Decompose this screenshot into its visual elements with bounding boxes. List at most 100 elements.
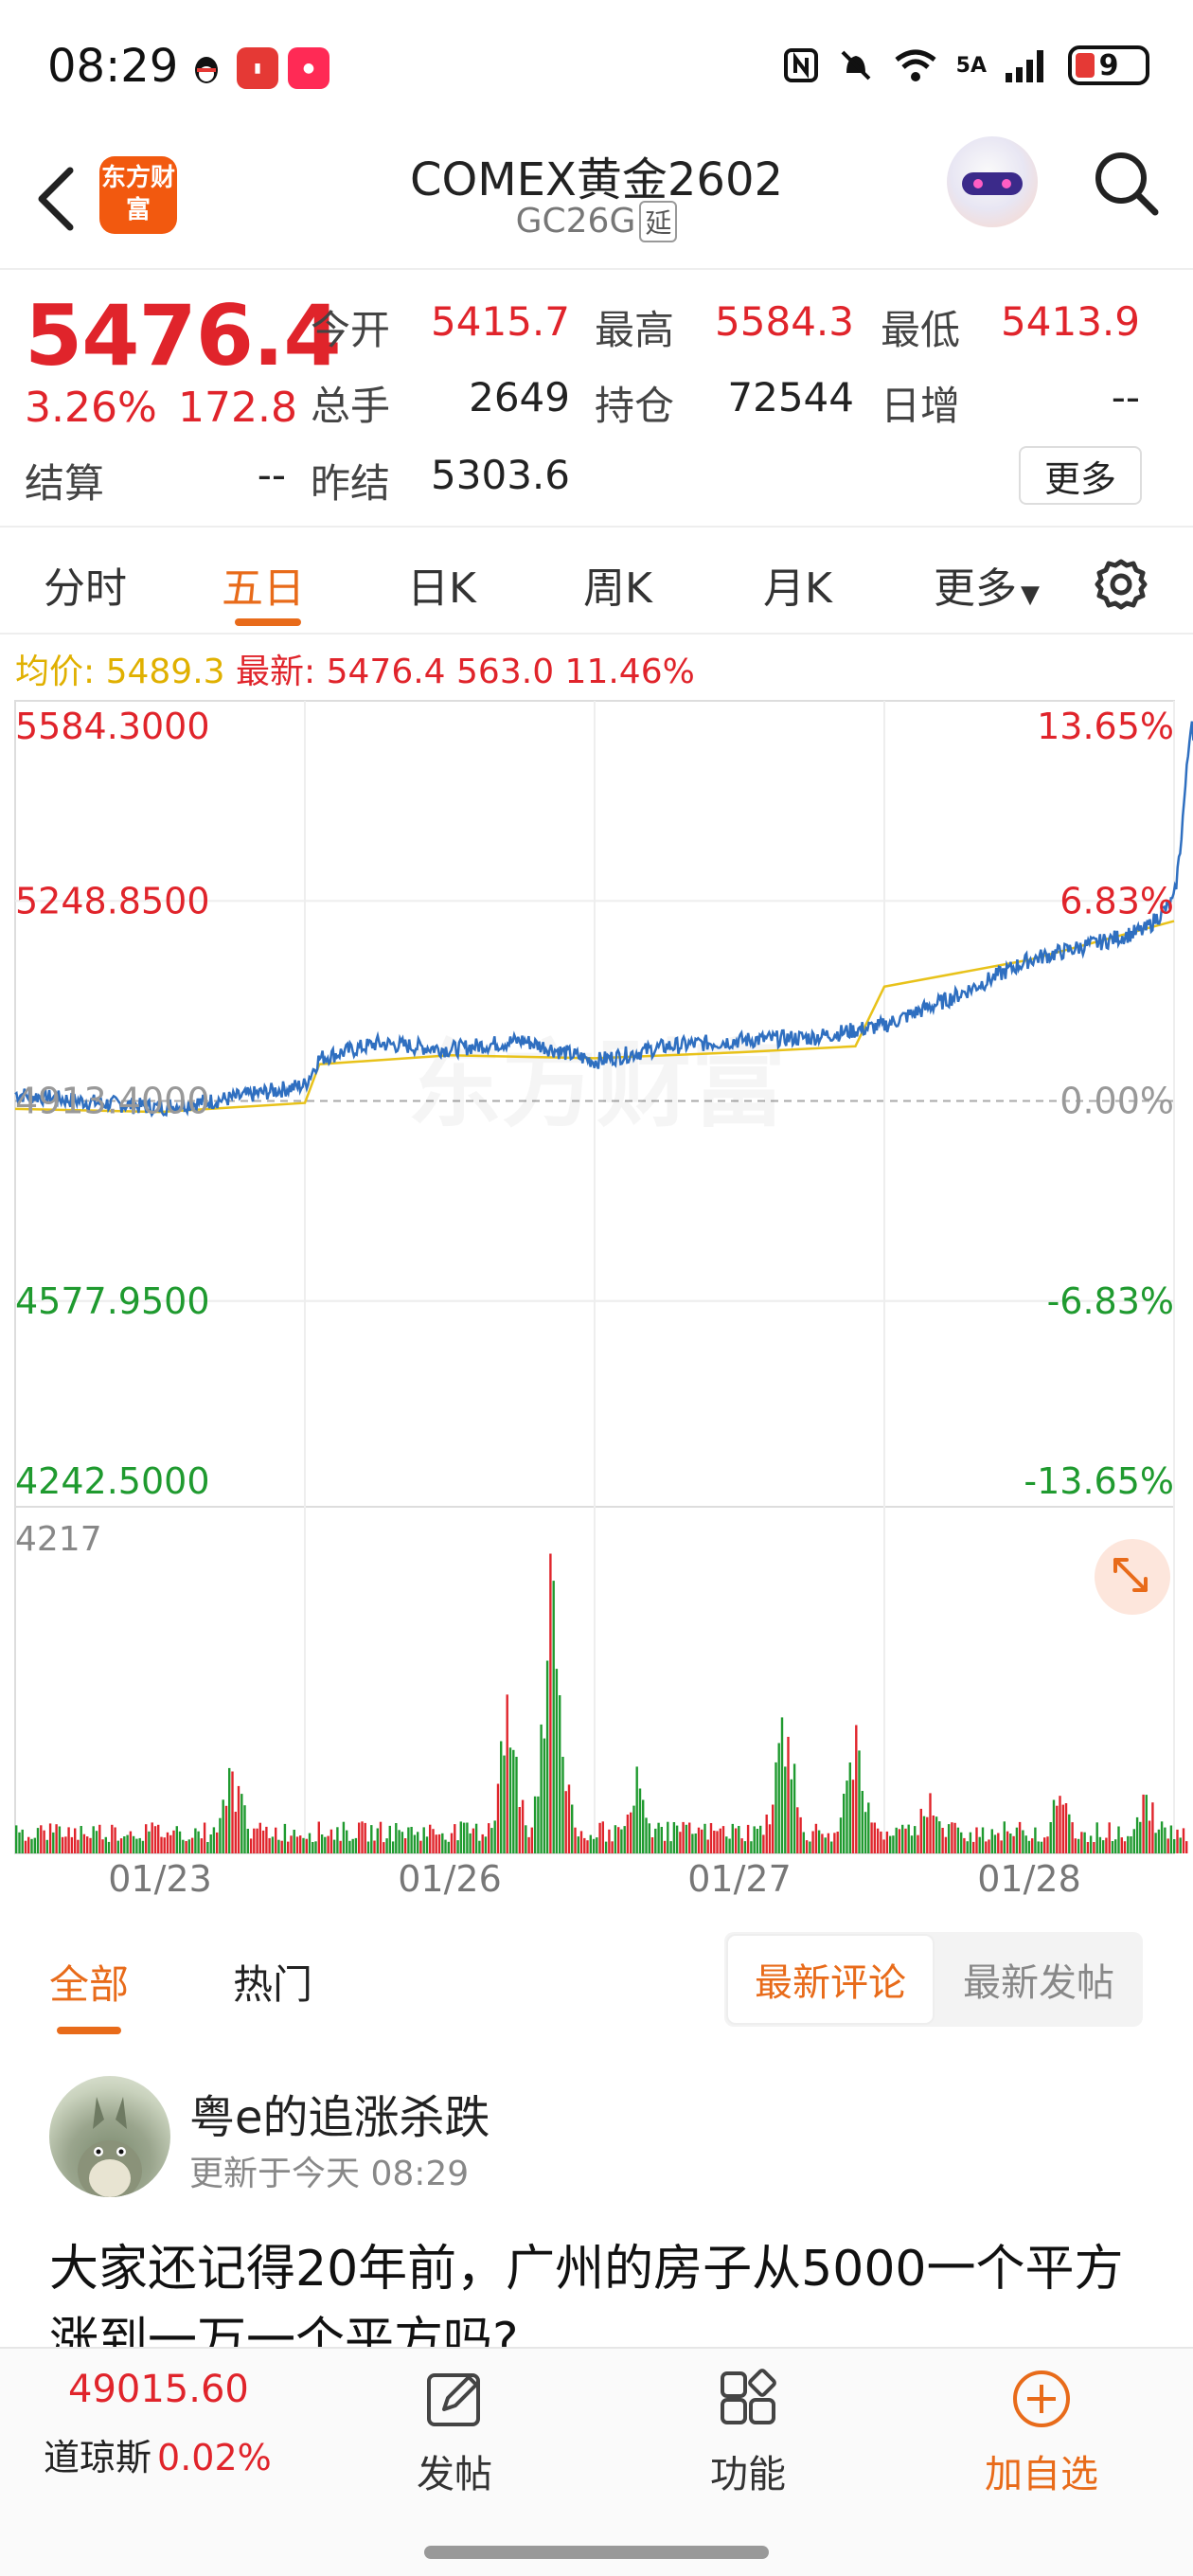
volume-bar [552, 1581, 555, 1853]
volume-bar [478, 1840, 481, 1853]
volume-bar [366, 1841, 370, 1853]
volume-bar [459, 1821, 462, 1853]
volume-bar [728, 1838, 731, 1853]
post-text[interactable]: 大家还记得20年前，广州的房子从5000一个平方涨到一万一个平方吗? [49, 2241, 1124, 2347]
volume-bar [484, 1836, 488, 1853]
sort-latest-post[interactable]: 最新发帖 [963, 1961, 1114, 2005]
volume-bar [972, 1841, 975, 1853]
volume-bar [95, 1831, 98, 1853]
volume-bar [27, 1836, 30, 1853]
page-title: COMEX黄金2602 [409, 153, 784, 206]
volume-bar [1031, 1838, 1034, 1853]
expand-chart-button[interactable] [1095, 1539, 1170, 1615]
nfc-icon [783, 48, 818, 82]
add-watchlist-button[interactable]: 加自选 [947, 2366, 1136, 2498]
volume-bar [116, 1840, 119, 1853]
post-author[interactable]: 粤e的追涨杀跌 [189, 2091, 490, 2144]
volume-bar [1093, 1842, 1095, 1853]
volume-bar [650, 1837, 654, 1853]
volume-bar [846, 1780, 848, 1853]
volume-bar [867, 1802, 870, 1853]
volume-bar [688, 1822, 691, 1853]
volume-bar [441, 1833, 444, 1853]
tab-daily-k[interactable]: 日K [407, 564, 476, 613]
volume-bar [275, 1827, 277, 1853]
volume-bar [33, 1837, 36, 1853]
volume-bar [277, 1839, 280, 1853]
tab-monthly-k[interactable]: 月K [763, 564, 832, 613]
tab-weekly-k[interactable]: 周K [583, 564, 652, 613]
tab-hot[interactable]: 热门 [233, 1961, 313, 2008]
volume-bar [809, 1841, 811, 1853]
volume-bar [354, 1837, 358, 1853]
back-button[interactable] [28, 161, 85, 237]
volume-bar [64, 1836, 67, 1853]
post-button[interactable]: 发帖 [360, 2366, 549, 2498]
volume-bar [1024, 1835, 1027, 1853]
grid-icon [721, 2369, 776, 2424]
volume-bar [500, 1741, 503, 1853]
volume-bar [203, 1822, 206, 1853]
volume-bar [222, 1799, 224, 1853]
tab-intraday[interactable]: 分时 [44, 564, 127, 613]
volume-bar [261, 1830, 265, 1853]
five-day-chart[interactable]: 东方财富 5584.30005248.85004913.40004577.950… [0, 696, 1193, 1899]
ai-assistant-button[interactable] [947, 136, 1038, 227]
volume-bar [1043, 1837, 1046, 1853]
volume-bar [919, 1808, 922, 1853]
volume-bar [654, 1828, 657, 1853]
volume-bar [437, 1834, 441, 1853]
volume-bar [123, 1836, 126, 1853]
volume-bar [488, 1823, 490, 1853]
app-logo: 东方财富 [99, 156, 177, 234]
chart-settings-button[interactable] [1093, 556, 1149, 613]
volume-bar [914, 1826, 917, 1853]
last-price: 5476.4 [25, 287, 342, 385]
volume-bar [206, 1842, 209, 1853]
sort-latest-comment[interactable]: 最新评论 [726, 1934, 935, 2025]
volume-bar [932, 1816, 935, 1853]
volume-bar [830, 1841, 833, 1853]
volume-bar [1071, 1822, 1074, 1853]
volume-bar [21, 1829, 24, 1853]
avatar[interactable] [49, 2076, 170, 2197]
home-indicator[interactable] [424, 2546, 769, 2559]
open-value: 5415.7 [431, 298, 570, 345]
volume-bar [15, 1825, 18, 1853]
y-tick-left: 4577.9500 [15, 1280, 210, 1322]
tab-all[interactable]: 全部 [49, 1961, 130, 2008]
volume-bar [253, 1828, 256, 1853]
volume-bar [231, 1771, 234, 1853]
more-quote-button[interactable]: 更多 [1019, 446, 1142, 505]
volume-bar [89, 1837, 92, 1853]
settle-value: -- [257, 452, 286, 498]
volume-bar [889, 1835, 892, 1853]
volume-bar [98, 1824, 101, 1853]
volume-bar [391, 1841, 395, 1853]
search-button[interactable] [1089, 146, 1165, 222]
volume-bar [586, 1840, 589, 1853]
tab-five-day[interactable]: 五日 [222, 564, 305, 613]
volume-bar [1108, 1822, 1111, 1853]
volume-bar [701, 1829, 703, 1853]
volume-bar [988, 1839, 990, 1853]
tab-more[interactable]: 更多 ▼ [934, 564, 1040, 613]
function-button[interactable]: 功能 [653, 2366, 843, 2498]
volume-bar [907, 1824, 910, 1853]
volume-value: 2649 [469, 374, 570, 420]
volume-bar [1006, 1831, 1009, 1853]
volume-bar [1117, 1826, 1120, 1853]
volume-bar [540, 1724, 543, 1853]
volume-bar [317, 1821, 320, 1853]
quote-panel: 5476.4 3.26% 172.8 今开 5415.7 最高 5584.3 最… [0, 270, 1193, 526]
volume-bar [265, 1826, 268, 1853]
volume-bar [648, 1823, 650, 1853]
comment-tab-indicator [57, 2027, 121, 2034]
volume-bar [663, 1840, 667, 1853]
volume-bar [172, 1830, 175, 1853]
volume-bar [1145, 1795, 1148, 1853]
volume-bar [1049, 1822, 1052, 1853]
volume-bar [981, 1827, 985, 1853]
y-tick-left: 4242.5000 [15, 1460, 210, 1502]
volume-bar [490, 1828, 493, 1853]
